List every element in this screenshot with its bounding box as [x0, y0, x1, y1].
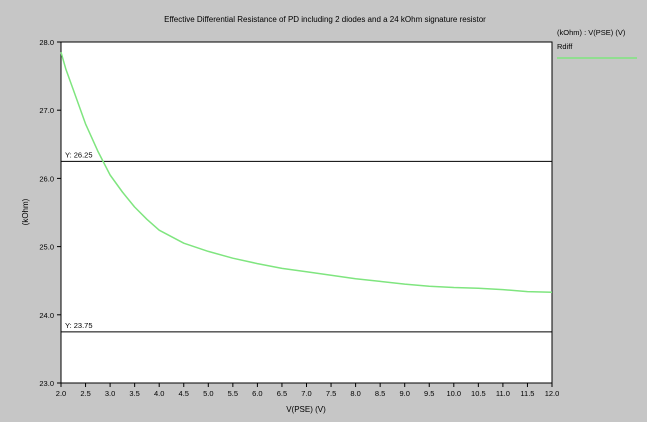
x-tick-label: 6.0: [252, 389, 262, 398]
x-tick-label: 8.0: [350, 389, 360, 398]
y-tick-label: 27.0: [39, 106, 54, 115]
y-tick-label: 24.0: [39, 311, 54, 320]
series-line-rdiff: [60, 51, 553, 294]
series-lines: [60, 51, 553, 294]
reference-line-label: Y: 23.75: [65, 321, 93, 330]
x-tick-label: 9.0: [399, 389, 409, 398]
y-tick-label: 25.0: [39, 243, 54, 252]
x-tick-label: 8.5: [375, 389, 385, 398]
x-tick-label: 5.0: [203, 389, 213, 398]
x-tick-label: 7.5: [326, 389, 336, 398]
x-tick-label: 6.5: [277, 389, 287, 398]
reference-lines: Y: 26.25 Y: 23.75: [61, 150, 552, 333]
legend-item-rdiff-label: Rdiff: [557, 42, 573, 51]
x-tick-label: 4.5: [179, 389, 189, 398]
y-axis: 23.0 24.0 25.0 26.0 27.0 28.0: [39, 38, 61, 388]
x-tick-label: 12.0: [545, 389, 560, 398]
x-tick-label: 11.0: [496, 389, 510, 398]
x-tick-label: 10.5: [471, 389, 486, 398]
x-tick-label: 4.0: [154, 389, 164, 398]
y-tick-label: 26.0: [39, 174, 54, 183]
x-tick-label: 11.5: [520, 389, 534, 398]
x-axis-title: V(PSE) (V): [286, 405, 326, 414]
x-axis: 2.0 2.5 3.0 3.5 4.0 4.5 5.0 5.5 6.0 6.5 7.0 7.5 8.0 8…: [56, 383, 560, 398]
x-tick-label: 10.0: [446, 389, 461, 398]
x-tick-label: 9.5: [424, 389, 434, 398]
legend: (kOhm) : V(PSE) (V) Rdiff: [557, 28, 637, 59]
y-tick-label: 23.0: [39, 379, 54, 388]
y-axis-title: (kOhm): [21, 198, 30, 225]
x-tick-label: 7.0: [301, 389, 311, 398]
plot-area: [60, 41, 553, 384]
x-tick-label: 3.5: [129, 389, 139, 398]
x-tick-label: 2.5: [80, 389, 90, 398]
chart-title: Effective Differential Resistance of PD …: [164, 15, 486, 24]
x-tick-label: 3.0: [105, 389, 115, 398]
legend-header: (kOhm) : V(PSE) (V): [557, 28, 626, 37]
x-tick-label: 2.0: [56, 389, 66, 398]
x-tick-label: 5.5: [228, 389, 238, 398]
y-tick-label: 28.0: [39, 38, 54, 47]
reference-line-label: Y: 26.25: [65, 150, 93, 159]
